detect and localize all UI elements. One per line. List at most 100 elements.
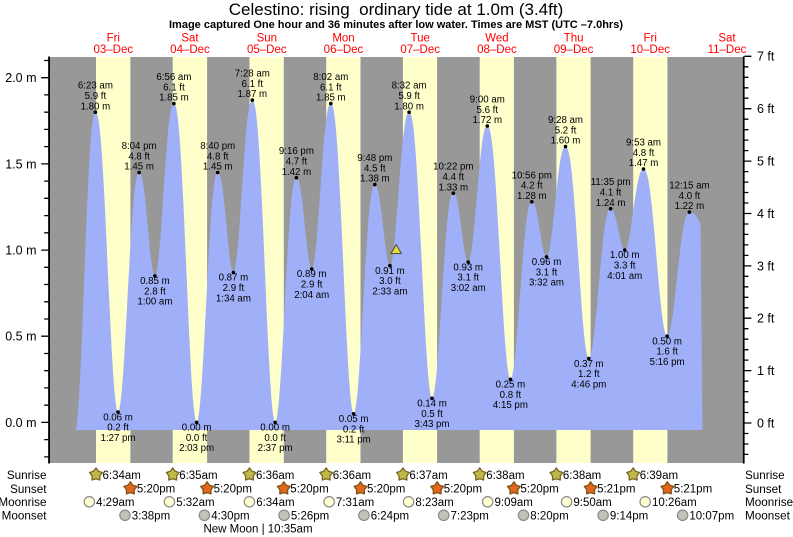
svg-text:8:04 pm: 8:04 pm	[122, 141, 157, 152]
svg-text:0.0 ft: 0.0 ft	[186, 433, 208, 444]
svg-text:5:20pm: 5:20pm	[367, 484, 405, 496]
svg-text:5:20pm: 5:20pm	[444, 484, 482, 496]
svg-text:8:20pm: 8:20pm	[530, 511, 568, 523]
svg-text:1.00 m: 1.00 m	[610, 250, 640, 261]
svg-text:4.5 ft: 4.5 ft	[364, 163, 386, 174]
svg-text:5:20pm: 5:20pm	[520, 484, 558, 496]
svg-text:5.6 ft: 5.6 ft	[477, 105, 499, 116]
svg-text:0.00 m: 0.00 m	[260, 423, 290, 434]
svg-text:Fri: Fri	[643, 33, 656, 45]
svg-text:4.0 ft: 4.0 ft	[679, 191, 701, 202]
svg-text:Sat: Sat	[181, 33, 199, 45]
svg-text:5:32am: 5:32am	[176, 497, 214, 509]
svg-text:0.0 ft: 0.0 ft	[264, 433, 286, 444]
svg-text:New Moon | 10:35am: New Moon | 10:35am	[203, 524, 312, 536]
svg-text:Celestino: rising ordinary ti: Celestino: rising ordinary tide at 1.0m …	[229, 0, 563, 19]
svg-text:1.45 m: 1.45 m	[124, 162, 154, 173]
svg-text:0.8 ft: 0.8 ft	[500, 390, 522, 401]
svg-text:04–Dec: 04–Dec	[170, 44, 210, 56]
svg-text:Sunset: Sunset	[745, 483, 782, 496]
svg-text:9:53 am: 9:53 am	[626, 138, 661, 149]
svg-text:2:37 pm: 2:37 pm	[258, 443, 293, 454]
svg-text:6.1 ft: 6.1 ft	[163, 82, 185, 93]
svg-text:6:56 am: 6:56 am	[156, 72, 191, 83]
svg-text:1 ft: 1 ft	[757, 364, 775, 378]
svg-text:4:30pm: 4:30pm	[211, 511, 249, 523]
svg-text:6.1 ft: 6.1 ft	[320, 82, 342, 93]
svg-text:0.2 ft: 0.2 ft	[343, 424, 365, 435]
svg-text:Mon: Mon	[332, 33, 354, 45]
svg-text:3.1 ft: 3.1 ft	[457, 273, 479, 284]
svg-text:1.42 m: 1.42 m	[282, 167, 312, 178]
svg-text:5.2 ft: 5.2 ft	[555, 125, 577, 136]
svg-text:10:07pm: 10:07pm	[689, 511, 734, 523]
svg-text:Sunrise: Sunrise	[745, 469, 785, 482]
svg-text:4:15 pm: 4:15 pm	[493, 400, 528, 411]
svg-text:Image captured One hour and 36: Image captured One hour and 36 minutes a…	[169, 19, 623, 31]
svg-text:Sat: Sat	[718, 33, 736, 45]
svg-text:6:38am: 6:38am	[563, 470, 601, 482]
svg-text:Wed: Wed	[485, 33, 508, 45]
svg-text:3:32 am: 3:32 am	[529, 278, 564, 289]
svg-text:0.00 m: 0.00 m	[182, 423, 212, 434]
svg-text:1.85 m: 1.85 m	[159, 93, 189, 104]
svg-text:Thu: Thu	[564, 33, 584, 45]
svg-text:0.50 m: 0.50 m	[652, 336, 682, 347]
svg-text:0.0 m: 0.0 m	[5, 416, 36, 430]
svg-text:4:01 am: 4:01 am	[607, 271, 642, 282]
svg-text:1.80 m: 1.80 m	[81, 101, 111, 112]
svg-text:6:38am: 6:38am	[486, 470, 524, 482]
svg-text:5:20pm: 5:20pm	[214, 484, 252, 496]
svg-text:6.1 ft: 6.1 ft	[242, 79, 264, 90]
svg-text:10:22 pm: 10:22 pm	[433, 162, 473, 173]
svg-text:1.45 m: 1.45 m	[203, 162, 233, 173]
svg-text:4 ft: 4 ft	[757, 207, 775, 221]
svg-text:4.2 ft: 4.2 ft	[521, 181, 543, 192]
svg-text:6:34am: 6:34am	[103, 470, 141, 482]
svg-text:0.5 ft: 0.5 ft	[421, 409, 443, 420]
svg-text:9:00 am: 9:00 am	[470, 95, 505, 106]
svg-text:2.9 ft: 2.9 ft	[223, 283, 245, 294]
svg-text:0.5 m: 0.5 m	[5, 330, 36, 344]
svg-text:5:20pm: 5:20pm	[137, 484, 175, 496]
svg-text:5:21pm: 5:21pm	[674, 484, 712, 496]
svg-text:0.37 m: 0.37 m	[574, 359, 604, 370]
svg-text:3.0 ft: 3.0 ft	[379, 276, 401, 287]
svg-text:Moonset: Moonset	[2, 510, 48, 523]
svg-text:4:29am: 4:29am	[96, 497, 134, 509]
svg-text:1.72 m: 1.72 m	[472, 115, 502, 126]
svg-text:10:56 pm: 10:56 pm	[512, 170, 552, 181]
svg-text:08–Dec: 08–Dec	[477, 44, 517, 56]
svg-text:0 ft: 0 ft	[757, 416, 775, 430]
svg-text:1:00 am: 1:00 am	[137, 297, 172, 308]
svg-text:0.14 m: 0.14 m	[417, 399, 447, 410]
svg-text:Moonrise: Moonrise	[745, 496, 793, 509]
svg-text:3:43 pm: 3:43 pm	[414, 419, 449, 430]
svg-text:6:34am: 6:34am	[256, 497, 294, 509]
svg-text:2.9 ft: 2.9 ft	[301, 280, 323, 291]
svg-text:5.9 ft: 5.9 ft	[85, 91, 107, 102]
svg-text:0.25 m: 0.25 m	[496, 380, 526, 391]
svg-text:5:16 pm: 5:16 pm	[650, 357, 685, 368]
svg-text:6:35am: 6:35am	[179, 470, 217, 482]
svg-text:4.4 ft: 4.4 ft	[443, 172, 465, 183]
svg-text:Moonset: Moonset	[745, 510, 791, 523]
svg-text:0.89 m: 0.89 m	[297, 269, 327, 280]
svg-text:6:37am: 6:37am	[409, 470, 447, 482]
svg-text:9:48 pm: 9:48 pm	[357, 153, 392, 164]
svg-text:4:46 pm: 4:46 pm	[571, 379, 606, 390]
svg-text:5:21pm: 5:21pm	[597, 484, 635, 496]
svg-text:12:15 am: 12:15 am	[669, 181, 709, 192]
svg-text:9:14pm: 9:14pm	[610, 511, 648, 523]
svg-text:1.60 m: 1.60 m	[551, 136, 581, 147]
svg-text:10–Dec: 10–Dec	[630, 44, 670, 56]
svg-text:4.8 ft: 4.8 ft	[207, 151, 229, 162]
svg-text:11–Dec: 11–Dec	[708, 44, 747, 56]
svg-text:5:26pm: 5:26pm	[291, 511, 329, 523]
svg-text:2.0 m: 2.0 m	[5, 71, 36, 85]
svg-text:1.2 ft: 1.2 ft	[578, 369, 600, 380]
svg-text:Sunrise: Sunrise	[7, 469, 47, 482]
svg-text:6:23 am: 6:23 am	[78, 81, 113, 92]
svg-text:6:36am: 6:36am	[333, 470, 371, 482]
svg-text:4.8 ft: 4.8 ft	[633, 148, 655, 159]
